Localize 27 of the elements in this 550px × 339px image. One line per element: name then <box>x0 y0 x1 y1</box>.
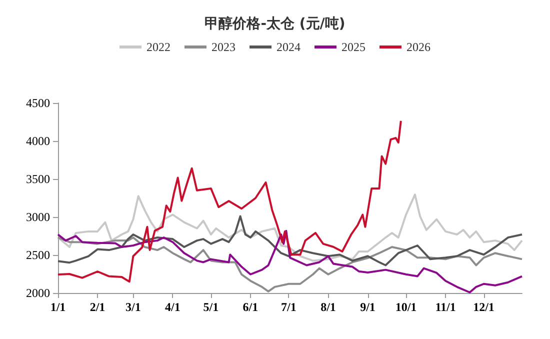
legend-label: 2026 <box>406 40 430 54</box>
line-series <box>57 120 402 283</box>
x-tick-label: 8/1 <box>320 300 336 314</box>
chart-title: 甲醇价格-太仓 (元/吨) <box>204 15 346 32</box>
x-tick-label: 1/1 <box>50 300 66 314</box>
x-tick-label: 3/1 <box>126 300 141 314</box>
line-series <box>57 215 523 266</box>
legend-label: 2022 <box>146 40 170 54</box>
x-tick-label: 9/1 <box>360 300 376 314</box>
line-series <box>57 194 523 262</box>
y-tick-label: 3000 <box>26 210 50 224</box>
x-tick-label: 7/1 <box>281 300 296 314</box>
x-tick-label: 10/1 <box>395 300 417 314</box>
y-tick-label: 2500 <box>26 248 50 262</box>
x-tick-label: 11/1 <box>435 300 456 314</box>
x-tick-label: 2/1 <box>90 300 106 314</box>
y-tick-label: 4500 <box>26 96 50 110</box>
x-tick-label: 5/1 <box>203 300 219 314</box>
legend-label: 2025 <box>342 40 366 54</box>
x-tick-label: 4/1 <box>165 300 180 314</box>
y-tick-label: 4000 <box>26 134 50 148</box>
legend-label: 2023 <box>212 40 236 54</box>
x-tick-label: 12/1 <box>473 300 494 314</box>
x-tick-label: 6/1 <box>242 300 258 314</box>
legend-label: 2024 <box>276 40 300 54</box>
y-tick-label: 3500 <box>26 172 50 186</box>
y-tick-label: 2000 <box>26 286 50 300</box>
